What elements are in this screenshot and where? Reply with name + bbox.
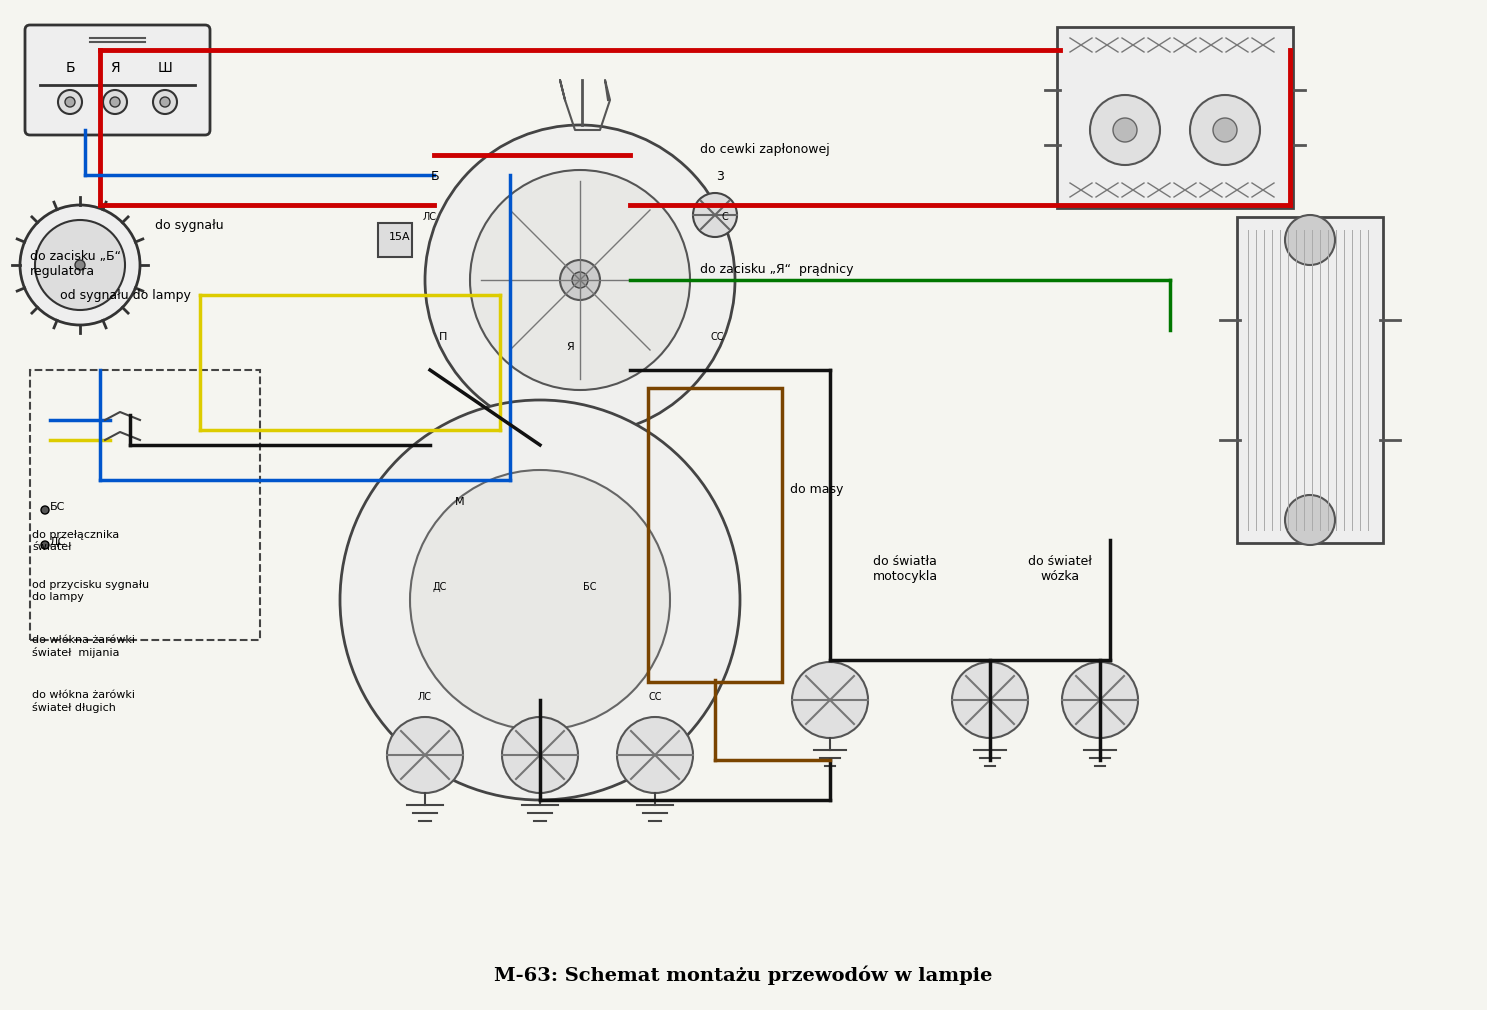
Text: ДС: ДС: [433, 582, 448, 592]
Text: M-63: Schemat montażu przewodów w lampie: M-63: Schemat montażu przewodów w lampie: [494, 966, 992, 985]
Circle shape: [1213, 118, 1237, 142]
Text: М: М: [455, 497, 465, 507]
Circle shape: [1190, 95, 1259, 165]
Text: С: С: [721, 212, 729, 222]
Text: od przycisku sygnału
do lampy: od przycisku sygnału do lampy: [33, 580, 149, 602]
FancyBboxPatch shape: [378, 223, 412, 257]
Text: Ш: Ш: [158, 61, 172, 75]
Text: Б: Б: [431, 170, 439, 183]
Circle shape: [572, 272, 587, 288]
Circle shape: [1285, 495, 1335, 545]
Text: СС: СС: [711, 332, 724, 342]
Text: do przełącznika
świateł: do przełącznika świateł: [33, 530, 119, 551]
Text: БС: БС: [583, 582, 596, 592]
Text: do światła
motocykla: do światła motocykla: [873, 556, 938, 583]
Circle shape: [1090, 95, 1160, 165]
Circle shape: [952, 662, 1028, 738]
Text: ЛС: ЛС: [422, 212, 437, 222]
Circle shape: [1112, 118, 1138, 142]
Circle shape: [36, 220, 125, 310]
Circle shape: [58, 90, 82, 114]
FancyBboxPatch shape: [1057, 27, 1294, 208]
Circle shape: [410, 470, 671, 730]
Circle shape: [42, 541, 49, 549]
Circle shape: [793, 662, 868, 738]
Circle shape: [387, 717, 462, 793]
Text: 15А: 15А: [390, 232, 410, 242]
Text: do masy: do masy: [790, 484, 843, 497]
Text: Б: Б: [65, 61, 74, 75]
Circle shape: [693, 193, 738, 237]
Circle shape: [617, 717, 693, 793]
Text: Я: Я: [567, 342, 574, 352]
Text: Я: Я: [110, 61, 120, 75]
Text: do świateł
wózka: do świateł wózka: [1028, 556, 1091, 583]
Circle shape: [470, 170, 690, 390]
Text: do zacisku „Б“
regulatora: do zacisku „Б“ regulatora: [30, 250, 120, 278]
FancyBboxPatch shape: [1237, 217, 1383, 543]
Circle shape: [153, 90, 177, 114]
Text: ЛС: ЛС: [418, 692, 433, 702]
Circle shape: [161, 97, 170, 107]
Text: ДС: ДС: [51, 537, 67, 547]
Circle shape: [561, 260, 599, 300]
Circle shape: [503, 717, 578, 793]
Text: П: П: [439, 332, 448, 342]
Text: 3: 3: [717, 170, 724, 183]
Circle shape: [341, 400, 741, 800]
Text: БС: БС: [51, 502, 65, 512]
Text: do włókna żarówki
świateł  mijania: do włókna żarówki świateł mijania: [33, 635, 135, 658]
Circle shape: [65, 97, 74, 107]
Circle shape: [110, 97, 120, 107]
Circle shape: [19, 205, 140, 325]
Text: do cewki zapłonowej: do cewki zapłonowej: [700, 143, 830, 157]
Text: СС: СС: [648, 692, 662, 702]
Circle shape: [1062, 662, 1138, 738]
FancyBboxPatch shape: [25, 25, 210, 135]
Circle shape: [1285, 215, 1335, 265]
Text: od sygnału do lampy: od sygnału do lampy: [59, 289, 190, 302]
Circle shape: [74, 260, 85, 270]
Circle shape: [103, 90, 126, 114]
Text: do włókna żarówki
świateł długich: do włókna żarówki świateł długich: [33, 690, 135, 713]
Text: do sygnału: do sygnału: [155, 218, 223, 231]
Circle shape: [425, 125, 735, 435]
Text: do zacisku „Я“  prądnicy: do zacisku „Я“ prądnicy: [700, 264, 854, 277]
Circle shape: [42, 506, 49, 514]
